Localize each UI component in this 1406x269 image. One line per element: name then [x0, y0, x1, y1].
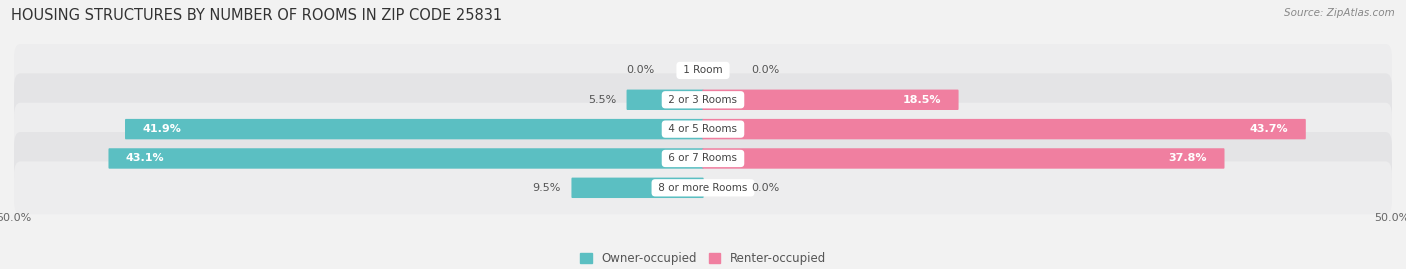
FancyBboxPatch shape — [571, 178, 703, 198]
FancyBboxPatch shape — [703, 90, 959, 110]
Text: 9.5%: 9.5% — [533, 183, 561, 193]
Text: 18.5%: 18.5% — [903, 95, 942, 105]
Text: 4 or 5 Rooms: 4 or 5 Rooms — [665, 124, 741, 134]
Text: 6 or 7 Rooms: 6 or 7 Rooms — [665, 154, 741, 164]
FancyBboxPatch shape — [108, 148, 703, 169]
FancyBboxPatch shape — [627, 90, 703, 110]
FancyBboxPatch shape — [14, 132, 1392, 185]
Text: 41.9%: 41.9% — [142, 124, 181, 134]
Text: 0.0%: 0.0% — [751, 65, 779, 75]
FancyBboxPatch shape — [14, 103, 1392, 155]
Text: 0.0%: 0.0% — [751, 183, 779, 193]
FancyBboxPatch shape — [703, 148, 1225, 169]
Text: 0.0%: 0.0% — [627, 65, 655, 75]
FancyBboxPatch shape — [14, 73, 1392, 126]
FancyBboxPatch shape — [703, 119, 1306, 139]
Text: Source: ZipAtlas.com: Source: ZipAtlas.com — [1284, 8, 1395, 18]
Text: 8 or more Rooms: 8 or more Rooms — [655, 183, 751, 193]
Legend: Owner-occupied, Renter-occupied: Owner-occupied, Renter-occupied — [579, 252, 827, 265]
FancyBboxPatch shape — [14, 44, 1392, 97]
FancyBboxPatch shape — [14, 161, 1392, 214]
Text: 5.5%: 5.5% — [588, 95, 616, 105]
Text: 43.1%: 43.1% — [125, 154, 165, 164]
Text: 43.7%: 43.7% — [1250, 124, 1289, 134]
Text: 37.8%: 37.8% — [1168, 154, 1208, 164]
Text: 1 Room: 1 Room — [681, 65, 725, 75]
Text: 2 or 3 Rooms: 2 or 3 Rooms — [665, 95, 741, 105]
FancyBboxPatch shape — [125, 119, 703, 139]
Text: HOUSING STRUCTURES BY NUMBER OF ROOMS IN ZIP CODE 25831: HOUSING STRUCTURES BY NUMBER OF ROOMS IN… — [11, 8, 502, 23]
